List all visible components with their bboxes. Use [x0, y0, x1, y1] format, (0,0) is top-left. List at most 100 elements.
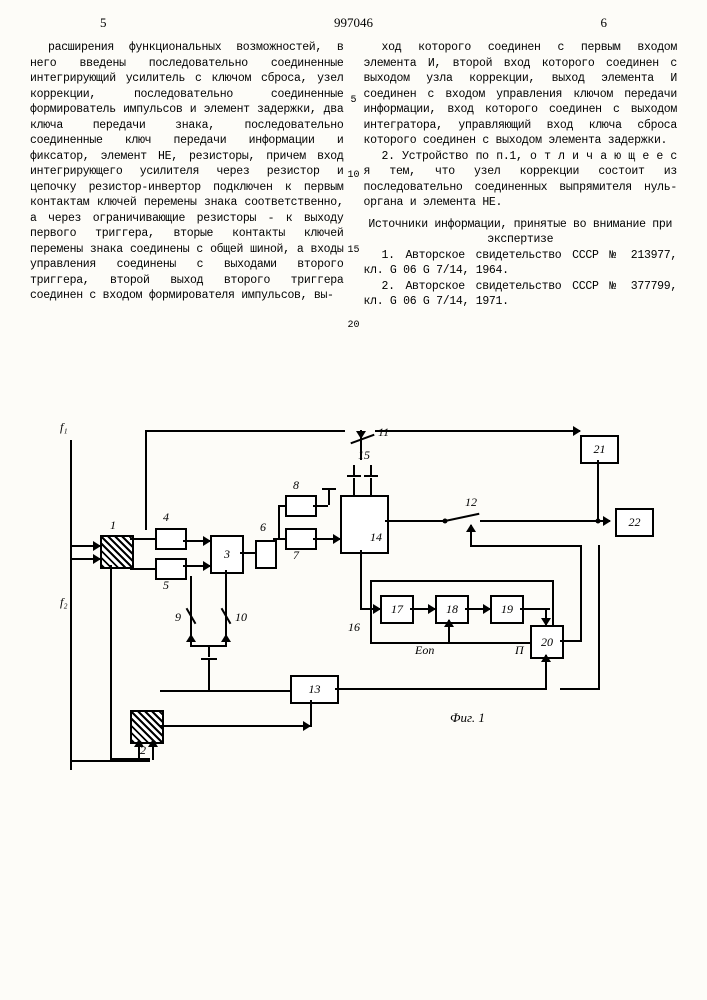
block-3-label: 3 — [224, 547, 230, 562]
block-5 — [155, 558, 187, 580]
block-1 — [100, 535, 134, 569]
wire — [385, 520, 445, 522]
wire — [145, 430, 147, 530]
block-4 — [155, 528, 187, 550]
wire — [370, 478, 372, 495]
block-4-label: 4 — [163, 510, 169, 525]
wire — [160, 725, 310, 727]
wire — [560, 688, 600, 690]
wire — [313, 538, 340, 540]
wire — [335, 688, 545, 690]
block-16-label: 16 — [348, 620, 360, 635]
block-6-label: 6 — [260, 520, 266, 535]
page-number-right: 6 — [601, 15, 608, 31]
block-9-label: 9 — [175, 610, 181, 625]
wire — [110, 758, 150, 760]
wire — [190, 576, 192, 600]
right-column: ход которого соединен с первым входом эл… — [364, 40, 678, 310]
line-marker: 15 — [347, 245, 359, 256]
line-marker: 5 — [350, 95, 356, 106]
wire — [130, 538, 155, 540]
line-marker: 20 — [347, 320, 359, 331]
block-6 — [255, 540, 277, 569]
cap-plate — [364, 475, 378, 477]
block-13: 13 — [290, 675, 339, 704]
line-marker: 10 — [347, 170, 359, 181]
block-1-label: 1 — [110, 518, 116, 533]
block-21-label: 21 — [594, 442, 606, 457]
wire — [240, 552, 255, 554]
block-11-label: 11 — [378, 425, 389, 440]
cap-plate — [347, 475, 361, 477]
wire — [225, 635, 227, 645]
wire — [278, 505, 285, 507]
wire — [470, 545, 580, 547]
sources-title: Источники информации, принятые во вниман… — [364, 217, 678, 248]
node — [596, 519, 601, 524]
wire — [360, 550, 362, 610]
wire — [410, 608, 435, 610]
pi-label: П — [515, 643, 524, 658]
wire — [448, 620, 450, 643]
block-8-label: 8 — [293, 478, 299, 493]
wire — [465, 608, 490, 610]
wire — [597, 460, 599, 520]
reference-1: 1. Авторское свидетельство СССР № 213977… — [364, 248, 678, 279]
wire — [208, 658, 210, 690]
block-3: 3 — [210, 535, 244, 574]
left-para-1: расширения функциональных возможностей, … — [30, 40, 344, 304]
wire — [208, 645, 210, 657]
wire — [70, 760, 150, 762]
block-10-label: 10 — [235, 610, 247, 625]
block-22: 22 — [615, 508, 654, 537]
wire — [470, 525, 472, 545]
text-columns: расширения функциональных возможностей, … — [0, 0, 707, 320]
block-13-label: 13 — [309, 682, 321, 697]
right-para-2: 2. Устройство по п.1, о т л и ч а ю щ е … — [364, 149, 678, 211]
wire — [328, 490, 330, 505]
wire — [70, 545, 100, 547]
wire — [190, 635, 192, 645]
block-14-label: 14 — [370, 530, 382, 545]
input-f1-label: f₁ — [60, 420, 68, 435]
figure-caption: Фиг. 1 — [450, 710, 485, 726]
wire — [370, 465, 372, 475]
wire — [183, 565, 210, 567]
wire — [225, 570, 227, 600]
ground-icon — [322, 488, 336, 490]
right-para-1: ход которого соединен с первым входом эл… — [364, 40, 678, 149]
block-14 — [340, 495, 389, 554]
wire — [598, 545, 600, 690]
block-18-label: 18 — [446, 602, 458, 617]
wire — [313, 505, 328, 507]
block-21: 21 — [580, 435, 619, 464]
wire — [360, 430, 362, 438]
wire — [375, 430, 580, 432]
input-f2-label: f₂ — [60, 595, 68, 610]
block-19-label: 19 — [501, 602, 513, 617]
wire — [545, 655, 547, 690]
left-column: расширения функциональных возможностей, … — [30, 40, 344, 310]
wire — [110, 565, 112, 760]
switch-12 — [445, 513, 480, 522]
block-7-label: 7 — [293, 548, 299, 563]
wire — [130, 568, 155, 570]
block-19: 19 — [490, 595, 524, 624]
left-bus — [70, 440, 72, 770]
wire — [160, 690, 290, 692]
wire — [560, 640, 580, 642]
wire — [353, 465, 355, 475]
reference-2: 2. Авторское свидетельство СССР № 377799… — [364, 279, 678, 310]
wire — [580, 545, 582, 642]
wire — [353, 478, 355, 495]
wire — [545, 608, 547, 625]
block-20-label: 20 — [541, 635, 553, 650]
wire — [360, 608, 380, 610]
wire — [278, 505, 280, 540]
block-17: 17 — [380, 595, 414, 624]
page-number-left: 5 — [100, 15, 107, 31]
wire — [152, 740, 154, 760]
circuit-diagram: f₁ f₂ 1 2 4 5 3 6 7 — [60, 400, 660, 800]
block-22-label: 22 — [629, 515, 641, 530]
wire — [70, 558, 100, 560]
